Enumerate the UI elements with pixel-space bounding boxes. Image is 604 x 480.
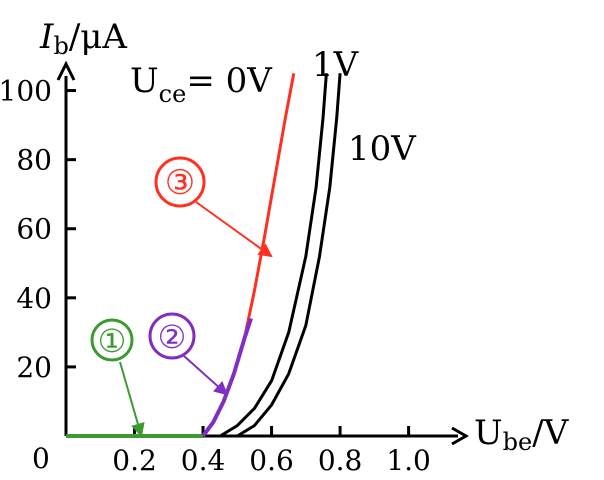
x-axis-arrow bbox=[451, 426, 470, 446]
curves bbox=[201, 73, 342, 438]
x-tick-label: 0.8 bbox=[318, 444, 363, 477]
series-label-suffix: = 0V bbox=[186, 61, 273, 101]
axis-ticks: 20 40 60 80 100 0.2 0.4 0.6 0.8 1.0 bbox=[0, 75, 431, 477]
marker-3-circle bbox=[154, 156, 206, 208]
marker-1-text: ① bbox=[98, 322, 127, 360]
series-label-prefix: U bbox=[130, 61, 159, 101]
x-axis-symbol: U bbox=[474, 413, 503, 453]
series-line-1 bbox=[219, 73, 328, 438]
marker-2-circle bbox=[148, 312, 196, 360]
annotation-arrows bbox=[119, 201, 273, 438]
marker-1: ① bbox=[90, 318, 134, 362]
annotation-arrow-2 bbox=[183, 355, 229, 396]
x-axis-title: Ube/V bbox=[474, 413, 570, 456]
highlight-segment-2 bbox=[201, 317, 253, 438]
marker-2: ② bbox=[148, 312, 196, 360]
x-axis-subscript: be bbox=[503, 428, 533, 456]
y-axis-symbol: I bbox=[39, 17, 54, 57]
origin-label: 0 bbox=[32, 442, 50, 475]
marker-3-text: ③ bbox=[165, 163, 195, 203]
annotation-arrow-3 bbox=[195, 201, 273, 258]
series-label-1v: 1V bbox=[312, 45, 360, 85]
y-axis-arrow bbox=[56, 60, 76, 81]
y-tick-label: 20 bbox=[16, 351, 52, 384]
marker-1-circle bbox=[90, 318, 134, 362]
x-tick-label: 0.2 bbox=[112, 444, 157, 477]
marker-2-text: ② bbox=[158, 318, 187, 356]
y-axis-unit: /μA bbox=[69, 17, 128, 57]
x-axis-unit: /V bbox=[532, 413, 569, 453]
x-tick-label: 0.6 bbox=[249, 444, 294, 477]
x-tick-label: 0.4 bbox=[181, 444, 226, 477]
marker-3: ③ bbox=[154, 156, 206, 208]
series-label-uce-0v: Uce= 0V bbox=[130, 61, 273, 108]
y-axis-subscript: b bbox=[53, 32, 68, 60]
y-tick-label: 60 bbox=[16, 213, 52, 246]
y-tick-label: 80 bbox=[16, 144, 52, 177]
annotation-arrow-1 bbox=[119, 361, 145, 438]
x-tick-label: 1.0 bbox=[386, 444, 431, 477]
series-line-0 bbox=[201, 73, 296, 437]
y-tick-label: 100 bbox=[0, 75, 52, 108]
series-line-2 bbox=[236, 73, 342, 438]
y-axis-title: Ib/μA bbox=[39, 17, 127, 60]
series-label-subscript: ce bbox=[159, 80, 187, 108]
series-label-10v: 10V bbox=[348, 129, 417, 169]
y-tick-label: 40 bbox=[16, 282, 52, 315]
